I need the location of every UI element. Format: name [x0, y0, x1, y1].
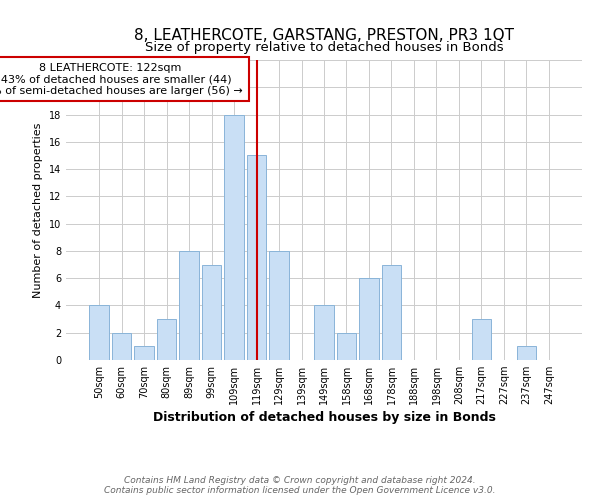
Text: 8, LEATHERCOTE, GARSTANG, PRESTON, PR3 1QT: 8, LEATHERCOTE, GARSTANG, PRESTON, PR3 1…: [134, 28, 514, 42]
Bar: [269, 251, 289, 360]
Bar: [337, 332, 356, 360]
Bar: [517, 346, 536, 360]
Bar: [134, 346, 154, 360]
Bar: [89, 306, 109, 360]
X-axis label: Distribution of detached houses by size in Bonds: Distribution of detached houses by size …: [152, 412, 496, 424]
Text: Size of property relative to detached houses in Bonds: Size of property relative to detached ho…: [145, 41, 503, 54]
Bar: [112, 332, 131, 360]
Bar: [472, 319, 491, 360]
Text: 8 LEATHERCOTE: 122sqm
← 43% of detached houses are smaller (44)
54% of semi-deta: 8 LEATHERCOTE: 122sqm ← 43% of detached …: [0, 62, 243, 96]
Bar: [247, 156, 266, 360]
Y-axis label: Number of detached properties: Number of detached properties: [33, 122, 43, 298]
Text: Contains HM Land Registry data © Crown copyright and database right 2024.
Contai: Contains HM Land Registry data © Crown c…: [104, 476, 496, 495]
Bar: [224, 114, 244, 360]
Bar: [202, 264, 221, 360]
Bar: [359, 278, 379, 360]
Bar: [314, 306, 334, 360]
Bar: [179, 251, 199, 360]
Bar: [382, 264, 401, 360]
Bar: [157, 319, 176, 360]
